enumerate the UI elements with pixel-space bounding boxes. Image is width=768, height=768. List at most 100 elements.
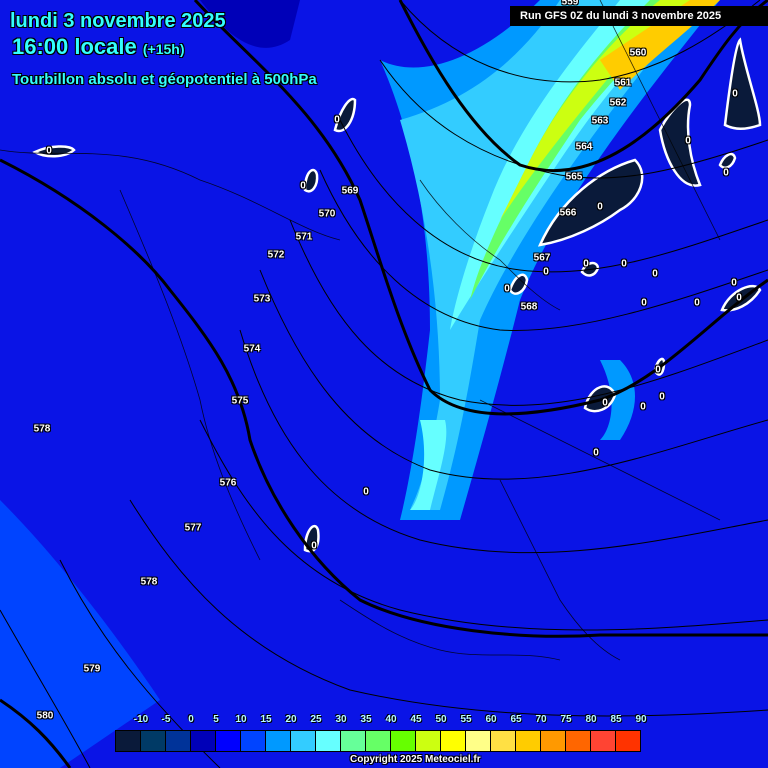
lead-time: (+15h) [142,41,185,57]
contour-label: 566 [559,207,577,219]
copyright: Copyright 2025 Meteociel.fr [350,754,481,765]
zero-label: 0 [732,88,738,100]
zero-label: 0 [694,297,700,309]
legend-swatch [616,731,640,751]
contour-label: 570 [318,208,336,220]
zero-label: 0 [641,297,647,309]
legend-swatch [566,731,591,751]
zero-label: 0 [597,201,603,213]
legend-swatch [341,731,366,751]
legend-swatch [491,731,516,751]
legend-value: 65 [510,714,522,725]
zero-label: 0 [659,391,665,403]
zero-label: 0 [300,180,306,192]
contour-label: 562 [609,97,627,109]
contour-label: 576 [219,477,237,489]
legend-value: 10 [235,714,247,725]
legend-swatch [116,731,141,751]
contour-label: 561 [614,77,632,89]
zero-label: 0 [311,540,317,552]
zero-label: 0 [731,277,737,289]
legend-value: 5 [213,714,219,725]
contour-label: 578 [33,423,51,435]
contour-label: 560 [629,47,647,59]
contour-label: 578 [140,576,158,588]
legend-swatch [391,731,416,751]
legend-swatch [466,731,491,751]
zero-label: 0 [334,114,340,126]
legend-swatch [191,731,216,751]
contour-label: 573 [253,293,271,305]
legend-value: 70 [535,714,547,725]
legend-labels: -10 -5 0 5 10 15 20 25 30 35 40 45 50 55 60 65 70 75 80 85 9… [115,714,647,728]
local-time: 16:00 locale [12,34,137,59]
zero-label: 0 [46,145,52,157]
legend-swatch [591,731,616,751]
zero-label: 0 [736,292,742,304]
contour-label: 567 [533,252,551,264]
legend-swatch [516,731,541,751]
contour-label: 572 [267,249,285,261]
vorticity-field [0,0,720,768]
zero-label: 0 [655,364,661,376]
color-legend [115,730,641,752]
contour-label: 568 [520,301,538,313]
legend-value: 40 [385,714,397,725]
contour-label: 569 [341,185,359,197]
legend-value: 35 [360,714,372,725]
zero-label: 0 [652,268,658,280]
zero-label: 0 [602,397,608,409]
legend-value: 25 [310,714,322,725]
legend-swatch [416,731,441,751]
legend-value: 80 [585,714,597,725]
legend-swatch [291,731,316,751]
contour-label: 577 [184,522,202,534]
contour-label: 565 [565,171,583,183]
legend-value: -5 [161,714,171,725]
legend-swatch [166,731,191,751]
contour-label: 574 [243,343,261,355]
legend-swatch [366,731,391,751]
legend-value: 50 [435,714,447,725]
model-run-banner: Run GFS 0Z du lundi 3 novembre 2025 [510,6,768,26]
zero-label: 0 [621,258,627,270]
legend-value: 15 [260,714,272,725]
legend-swatch [441,731,466,751]
legend-swatch [316,731,341,751]
zero-label: 0 [543,266,549,278]
legend-value: -10 [133,714,149,725]
zero-label: 0 [640,401,646,413]
legend-swatch [541,731,566,751]
contour-label: 564 [575,141,593,153]
contour-label: 559 [561,0,579,8]
contour-label: 575 [231,395,249,407]
legend-swatch [141,731,166,751]
zero-label: 0 [583,258,589,270]
forecast-date: lundi 3 novembre 2025 [10,10,226,32]
forecast-time: 16:00 locale (+15h) [12,34,185,60]
zero-vorticity-contours [32,37,762,553]
map-subtitle: Tourbillon absolu et géopotentiel à 500h… [12,71,317,88]
contour-label: 571 [295,231,313,243]
zero-label: 0 [363,486,369,498]
zero-label: 0 [685,135,691,147]
contour-label: 580 [36,710,54,722]
legend-swatch [266,731,291,751]
legend-swatch [216,731,241,751]
zero-label: 0 [723,167,729,179]
legend-value: 20 [285,714,297,725]
legend-value: 30 [335,714,347,725]
contour-label: 579 [83,663,101,675]
zero-label: 0 [504,283,510,295]
legend-value: 0 [188,714,194,725]
legend-value: 60 [485,714,497,725]
contour-label: 563 [591,115,609,127]
legend-swatch [241,731,266,751]
legend-value: 45 [410,714,422,725]
zero-label: 0 [593,447,599,459]
legend-value: 55 [460,714,472,725]
